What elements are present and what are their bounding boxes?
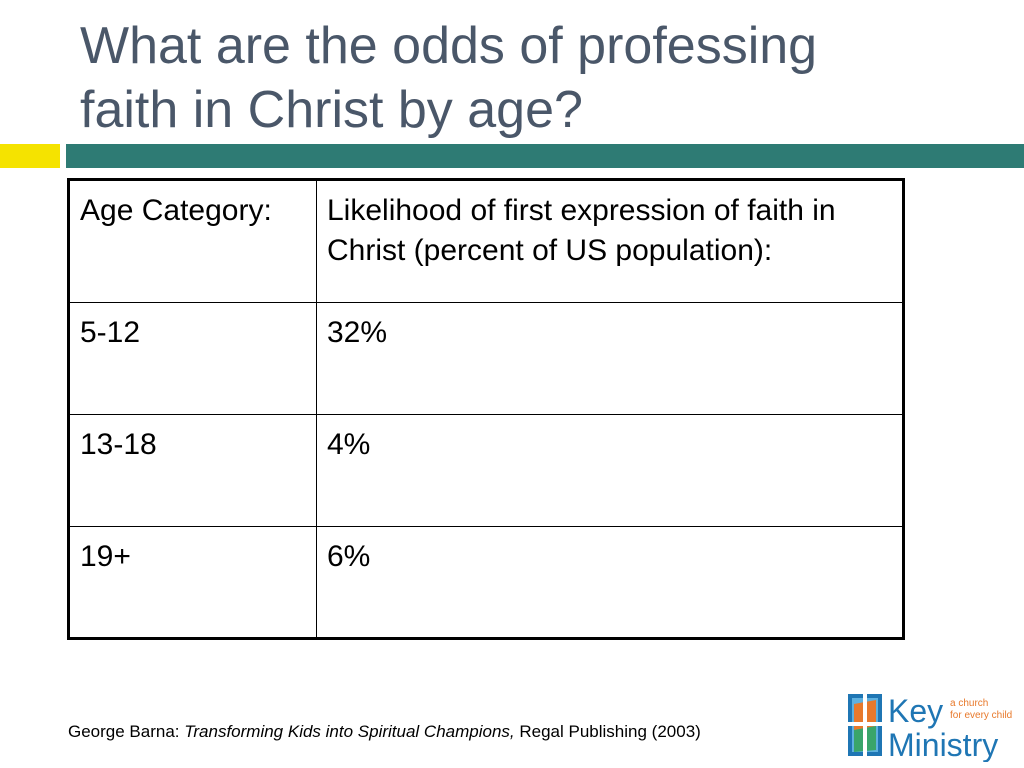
logo-tagline-1: a church	[950, 698, 988, 709]
table-header-row: Age Category: Likelihood of first expres…	[68, 179, 904, 303]
accent-teal-bar	[66, 144, 1024, 168]
logo-ministry-text: Ministry	[888, 727, 998, 762]
accent-yellow-block	[0, 144, 60, 168]
header-likelihood: Likelihood of first expression of faith …	[316, 179, 904, 303]
cell-likelihood: 32%	[316, 302, 904, 415]
citation-author: George Barna:	[68, 722, 185, 741]
cell-age: 13-18	[68, 414, 317, 527]
key-ministry-logo-mark	[848, 694, 882, 756]
table-row: 13-18 4%	[68, 414, 904, 527]
slide-title-line-2: faith in Christ by age?	[80, 81, 583, 139]
cell-likelihood: 6%	[316, 526, 904, 639]
citation-publisher: Regal Publishing (2003)	[514, 722, 701, 741]
logo-key-text: Key	[888, 693, 943, 729]
table-row: 19+ 6%	[68, 526, 904, 639]
table-row: 5-12 32%	[68, 302, 904, 415]
slide-title-line-1: What are the odds of professing	[80, 17, 818, 75]
faith-odds-table: Age Category: Likelihood of first expres…	[67, 178, 905, 640]
key-ministry-logo: Key Ministry a church for every child	[848, 693, 1012, 762]
header-age-category: Age Category:	[68, 179, 317, 303]
citation: George Barna: Transforming Kids into Spi…	[68, 722, 701, 742]
citation-book: Transforming Kids into Spiritual Champio…	[184, 722, 515, 741]
cell-likelihood: 4%	[316, 414, 904, 527]
slide-title: What are the odds of professing faith in…	[80, 14, 980, 142]
logo-tagline-2: for every child	[950, 710, 1012, 721]
cell-age: 5-12	[68, 302, 317, 415]
cell-age: 19+	[68, 526, 317, 639]
